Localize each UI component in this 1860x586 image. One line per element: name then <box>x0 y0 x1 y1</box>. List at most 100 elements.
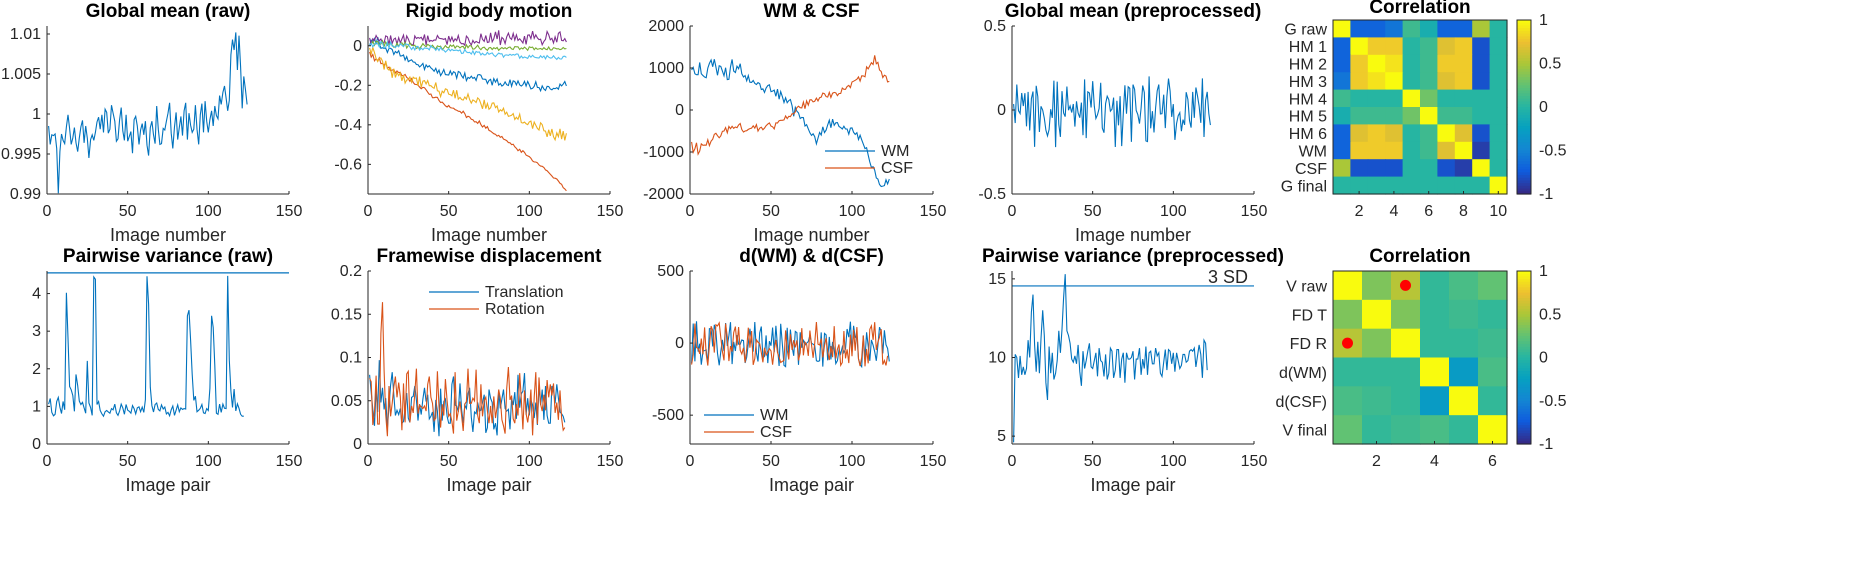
plot-area <box>369 302 566 437</box>
y-tick-label: 1000 <box>648 60 684 77</box>
colorbar-tick-label: 1 <box>1539 263 1548 280</box>
heatmap-cell <box>1367 159 1386 178</box>
x-tick-label: 100 <box>1160 453 1187 470</box>
heatmap-cell <box>1489 124 1508 143</box>
heatmap-cell <box>1420 124 1438 143</box>
heatmap-cell <box>1454 124 1473 143</box>
heatmap-cell <box>1367 54 1386 73</box>
heatmap-cell <box>1362 386 1392 416</box>
heatmap-cell <box>1350 37 1369 56</box>
heatmap-cell <box>1472 89 1491 108</box>
colorbar-segment <box>1517 98 1531 103</box>
heatmap-cell <box>1385 107 1404 125</box>
colorbar-segment <box>1517 41 1531 46</box>
row-label: HM 1 <box>1289 39 1327 56</box>
plot-area <box>691 321 890 369</box>
colorbar-segment <box>1517 174 1531 179</box>
colorbar-segment <box>1517 77 1531 81</box>
heatmap-cell <box>1420 386 1450 416</box>
colorbar-segment <box>1517 28 1531 32</box>
heatmap-cell <box>1472 54 1491 73</box>
colorbar-segment <box>1517 191 1531 195</box>
heatmap-cell <box>1420 357 1450 387</box>
heatmap-cell <box>1489 107 1508 125</box>
heatmap-cell <box>1402 20 1421 38</box>
plot-area <box>369 29 567 192</box>
plot-area <box>1013 76 1211 148</box>
chart-title: Correlation <box>1369 246 1470 267</box>
heatmap-cell <box>1478 357 1508 387</box>
heatmap-cell <box>1478 386 1508 416</box>
colorbar-segment <box>1517 52 1531 56</box>
colorbar-segment <box>1517 136 1531 141</box>
series-line-wm <box>691 58 890 188</box>
x-tick-label: 100 <box>516 203 543 220</box>
series-line-csf <box>691 55 890 156</box>
heatmap-cell <box>1478 328 1508 359</box>
heatmap-cell <box>1420 54 1438 73</box>
colorbar-segment <box>1517 371 1531 375</box>
colorbar-segment <box>1517 30 1531 35</box>
heatmap-cell <box>1402 89 1421 108</box>
colorbar-segment <box>1517 25 1531 29</box>
colorbar-segment <box>1517 314 1531 318</box>
y-tick-label: 1 <box>32 398 41 415</box>
colorbar-segment <box>1517 49 1531 54</box>
colorbar-segment <box>1517 346 1531 350</box>
colorbar-segment <box>1517 373 1531 378</box>
heatmap-cell <box>1449 271 1479 301</box>
row-label: HM 5 <box>1289 109 1327 126</box>
colorbar-segment <box>1517 368 1531 372</box>
heatmap-cell <box>1391 357 1421 387</box>
series-line-csf <box>691 321 889 368</box>
plot-area <box>1012 274 1254 443</box>
colorbar-segment <box>1517 325 1531 329</box>
heatmap-cell <box>1402 159 1421 178</box>
heatmap-cell <box>1333 124 1351 143</box>
chart-dwm-dcsf: 0 50 100 150 -500 0 500 d(WM) & d(CSF) Image pai… <box>652 246 946 495</box>
colorbar-segment <box>1517 104 1531 108</box>
heatmap-cell <box>1478 415 1508 445</box>
y-tick-label: 4 <box>32 286 41 303</box>
y-tick-label: -0.2 <box>334 77 362 94</box>
heatmap-cell <box>1367 176 1386 195</box>
heatmap-cell <box>1402 54 1421 73</box>
heatmap-cell <box>1472 107 1491 125</box>
colorbar-segment <box>1517 292 1531 296</box>
heatmap-cell <box>1350 141 1369 160</box>
colorbar-segment <box>1517 82 1531 86</box>
heatmap-cell <box>1420 141 1438 160</box>
heatmap-cell <box>1333 415 1363 445</box>
colorbar-segment <box>1517 425 1531 429</box>
colorbar-segment <box>1517 354 1531 359</box>
colorbar-segment <box>1517 117 1531 122</box>
colorbar-segment <box>1517 150 1531 154</box>
y-tick-label: 500 <box>657 263 684 280</box>
colorbar-segment <box>1517 68 1531 73</box>
colorbar-segment <box>1517 343 1531 348</box>
heatmap-cell <box>1402 176 1421 195</box>
colorbar-segment <box>1517 153 1531 157</box>
colorbar-segment <box>1517 22 1531 27</box>
colorbar-segment <box>1517 87 1531 92</box>
colorbar-segment <box>1517 389 1531 394</box>
row-label: d(WM) <box>1279 365 1327 382</box>
heatmap-cell <box>1333 72 1351 91</box>
heatmap-cell <box>1362 271 1392 301</box>
colorbar-segment <box>1517 333 1531 337</box>
row-label: HM 4 <box>1289 91 1327 108</box>
heatmap-cell <box>1437 37 1456 56</box>
heatmap-cell <box>1420 415 1450 445</box>
chart-title: WM & CSF <box>763 1 859 22</box>
y-tick-label: 3 <box>32 323 41 340</box>
y-tick-label: -0.4 <box>334 117 362 134</box>
heatmap-cell <box>1437 89 1456 108</box>
heatmap-cell <box>1437 20 1456 38</box>
colorbar-segment <box>1517 381 1531 386</box>
heatmap-cell <box>1489 89 1508 108</box>
colorbar-segment <box>1517 352 1531 356</box>
y-tick-label: 0.15 <box>331 306 362 323</box>
heatmap-cell <box>1437 159 1456 178</box>
series-line-1 <box>1013 76 1211 148</box>
